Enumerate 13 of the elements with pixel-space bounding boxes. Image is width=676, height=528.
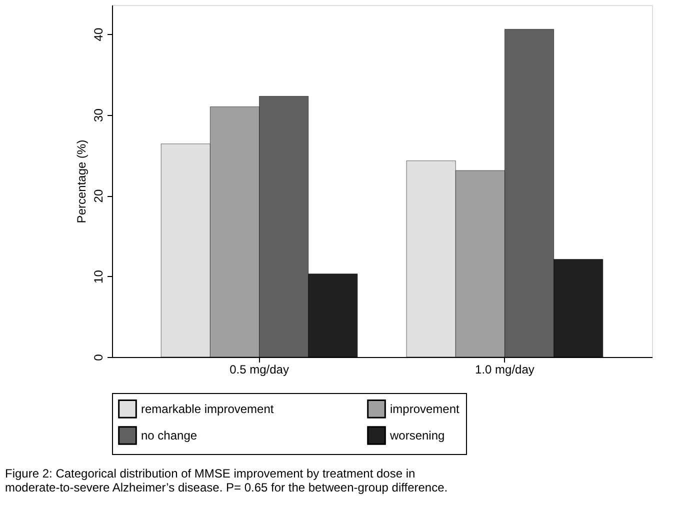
y-tick-label: 10	[92, 270, 106, 284]
y-axis-title: Percentage (%)	[74, 140, 88, 224]
legend-label: no change	[141, 428, 198, 442]
x-tick-label: 1.0 mg/day	[475, 362, 534, 376]
y-tick-label: 40	[92, 28, 106, 42]
y-tick-label: 0	[92, 354, 106, 361]
caption: Figure 2: Categorical distribution of MMSE improvement by treatment dose in moderate-to-severe Alzheimer’s disease. P= 0.65 for the between-group difference.	[5, 466, 448, 494]
x-tick-label: 0.5 mg/day	[230, 362, 289, 376]
legend-label: worsening	[389, 428, 445, 442]
legend-label: improvement	[390, 402, 460, 416]
legend-label: remarkable improvement	[141, 402, 274, 416]
y-tick-label: 30	[92, 108, 106, 122]
y-tick-label: 20	[92, 189, 106, 203]
